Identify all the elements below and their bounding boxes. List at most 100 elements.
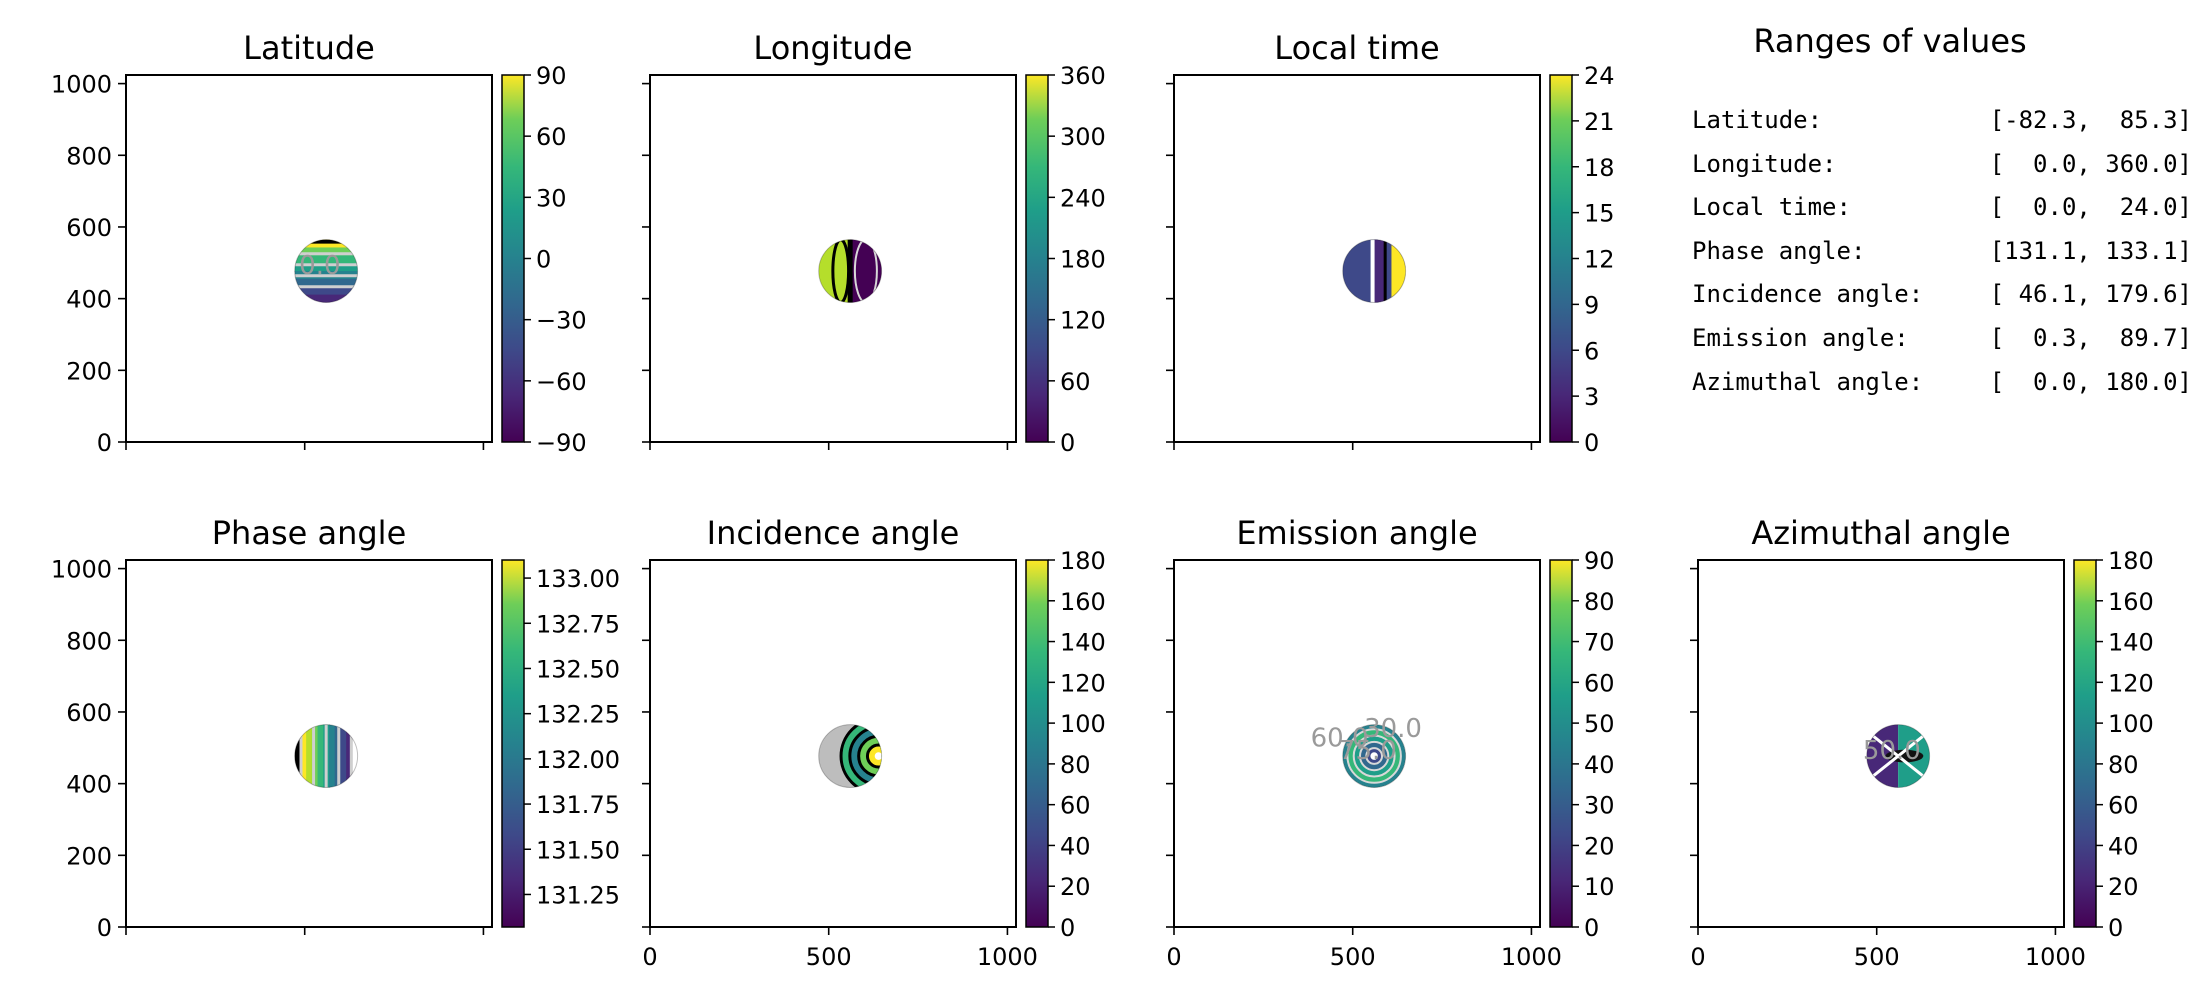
colorbar: 180 160 140 120 100 80 60 40 20 0 [2073, 547, 2154, 942]
ranges-row-phase-angle: Phase angle: [131.1, 133.1] [1692, 237, 2192, 281]
disk-band [346, 724, 353, 788]
ranges-title: Ranges of values [1753, 22, 2027, 60]
colorbar-tick-label: 132.00 [536, 746, 620, 774]
disk-band [311, 724, 319, 788]
colorbar-tick-label: 30 [1584, 792, 1615, 820]
colorbar-tick-label: 60 [2108, 792, 2139, 820]
disk-band [351, 724, 358, 788]
colorbar-tick-label: 0 [1584, 429, 1599, 457]
panel-title: Emission angle [1236, 514, 1477, 552]
colorbar-tick-label: −30 [536, 307, 587, 335]
colorbar-tick-label: 90 [1584, 547, 1615, 575]
colorbar-tick-label: 60 [1584, 669, 1615, 697]
colorbar-tick-label: 40 [1584, 751, 1615, 779]
ranges-row-local-time: Local time: [ 0.0, 24.0] [1692, 193, 2192, 237]
panel-title: Incidence angle [707, 514, 960, 552]
x-tick-label: 1000 [2025, 943, 2086, 971]
colorbar: 24 21 18 15 12 9 6 3 0 [1549, 62, 1615, 457]
colorbar-tick-label: 120 [1060, 669, 1106, 697]
colorbar-gradient [1549, 559, 1573, 928]
ranges-table: Latitude: [-82.3, 85.3] Longitude: [ 0.0… [1692, 106, 2192, 411]
ranges-value: [ 0.3, 89.7] [1989, 323, 2192, 352]
colorbar-gradient [1025, 559, 1049, 928]
colorbar-gradient [1025, 74, 1049, 443]
ranges-value: [131.1, 133.1] [1989, 236, 2192, 265]
disk-band [294, 263, 358, 273]
colorbar-tick-label: 132.75 [536, 610, 620, 638]
ranges-value: [-82.3, 85.3] [1989, 106, 2192, 134]
colorbar-tick-label: 21 [1584, 108, 1615, 136]
ranges-label: Emission angle: [1692, 323, 1909, 352]
ranges-label: Longitude: [1692, 149, 1837, 178]
panel-title: Local time [1274, 29, 1439, 67]
colorbar-tick-label: 40 [1060, 832, 1091, 860]
colorbar-gradient [501, 74, 525, 443]
disk-band [294, 247, 358, 257]
colorbar-tick-label: 0 [536, 246, 551, 274]
disk-band [340, 724, 348, 788]
colorbar-tick-label: −90 [536, 429, 587, 457]
ranges-row-latitude: Latitude: [-82.3, 85.3] [1692, 106, 2192, 150]
colorbar-gradient [2073, 559, 2097, 928]
disk-band [329, 724, 336, 788]
panel-longitude: Longitude 360 300 240 180 120 60 0 [642, 29, 1106, 457]
colorbar-tick-label: 10 [1584, 873, 1615, 901]
colorbar-tick-label: 80 [1584, 588, 1615, 616]
colorbar-gradient [1549, 74, 1573, 443]
colorbar-tick-label: 3 [1584, 383, 1599, 411]
contour-label: 60.0 [1311, 724, 1369, 754]
ranges-value: [ 0.0, 360.0] [1989, 149, 2192, 178]
colorbar-tick-label: 70 [1584, 629, 1615, 657]
disk-strip [1374, 239, 1386, 303]
disk-outline [1342, 724, 1407, 788]
colorbar-tick-label: 131.25 [536, 881, 620, 909]
colorbar-tick-label: 20 [2108, 873, 2139, 901]
y-tick-label: 0 [97, 429, 112, 457]
disk-band [294, 255, 358, 265]
disk-band [317, 724, 325, 788]
colorbar-tick-label: 240 [1060, 184, 1106, 212]
colorbar-tick-label: 60 [1060, 368, 1091, 396]
contour-line [1866, 729, 1930, 783]
colorbar-tick-label: 12 [1584, 246, 1615, 274]
planet-disk [1342, 724, 1406, 788]
colorbar-tick-label: 140 [1060, 629, 1106, 657]
ranges-label: Incidence angle: [1692, 280, 1924, 309]
colorbar: 133.00 132.75 132.50 132.25 132.00 131.75 131.… [501, 559, 620, 928]
ranges-row-azimuthal-angle: Azimuthal angle: [ 0.0, 180.0] [1692, 368, 2192, 412]
colorbar-tick-label: 100 [1060, 710, 1106, 738]
colorbar-tick-label: 180 [1060, 246, 1106, 274]
y-tick-label: 200 [66, 842, 112, 870]
y-tick-label: 400 [66, 771, 112, 799]
y-tick-label: 400 [66, 286, 112, 314]
disk-outline [294, 724, 359, 788]
panel-incidence-angle: Incidence angle 0 500 1000 180 160 140 120 100 80… [642, 514, 1106, 971]
colorbar-tick-label: 360 [1060, 62, 1106, 90]
disk-band [294, 278, 358, 288]
ranges-label: Phase angle: [1692, 236, 1866, 265]
x-tick-label: 0 [1690, 943, 1705, 971]
x-tick-label: 1000 [1501, 943, 1562, 971]
colorbar-tick-label: 60 [536, 123, 567, 151]
colorbar: 180 160 140 120 100 80 60 40 20 0 [1025, 547, 1106, 942]
colorbar-tick-label: 132.25 [536, 701, 620, 729]
planet-disk [294, 724, 358, 788]
x-tick-label: 0 [642, 943, 657, 971]
disk-outline [818, 239, 883, 303]
y-tick-label: 1000 [51, 556, 112, 584]
panel-local-time: Local time 24 21 18 15 12 9 6 3 0 [1166, 29, 1615, 457]
y-tick-label: 800 [66, 142, 112, 170]
colorbar-tick-label: 60 [1060, 792, 1091, 820]
colorbar-tick-label: 40 [2108, 832, 2139, 860]
panel-title: Latitude [243, 29, 375, 67]
colorbar-tick-label: 80 [2108, 751, 2139, 779]
planet-disk [294, 239, 358, 303]
colorbar-tick-label: 180 [2108, 547, 2154, 575]
y-tick-label: 800 [66, 627, 112, 655]
x-tick-label: 500 [1330, 943, 1376, 971]
colorbar-tick-label: 131.50 [536, 836, 620, 864]
colorbar-tick-label: 300 [1060, 123, 1106, 151]
contour-label: 30.0 [1364, 714, 1422, 744]
disk-band [306, 724, 313, 788]
